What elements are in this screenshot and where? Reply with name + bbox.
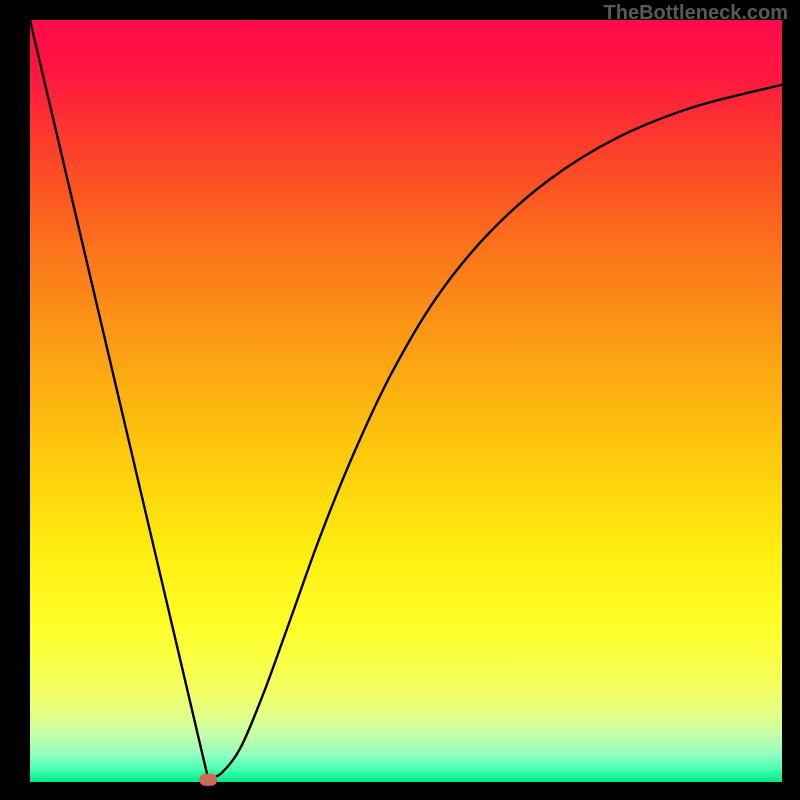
bottleneck-curve [30, 20, 782, 779]
bottleneck-curve-chart [30, 20, 782, 782]
chart-frame: TheBottleneck.com [0, 0, 800, 800]
optimal-point-marker [199, 774, 217, 786]
